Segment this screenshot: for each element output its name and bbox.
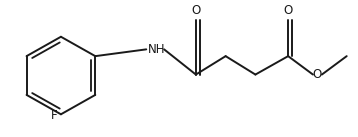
Text: O: O <box>191 4 200 17</box>
Text: NH: NH <box>148 43 166 56</box>
Text: O: O <box>284 4 293 17</box>
Text: F: F <box>51 109 58 122</box>
Text: O: O <box>312 68 321 81</box>
